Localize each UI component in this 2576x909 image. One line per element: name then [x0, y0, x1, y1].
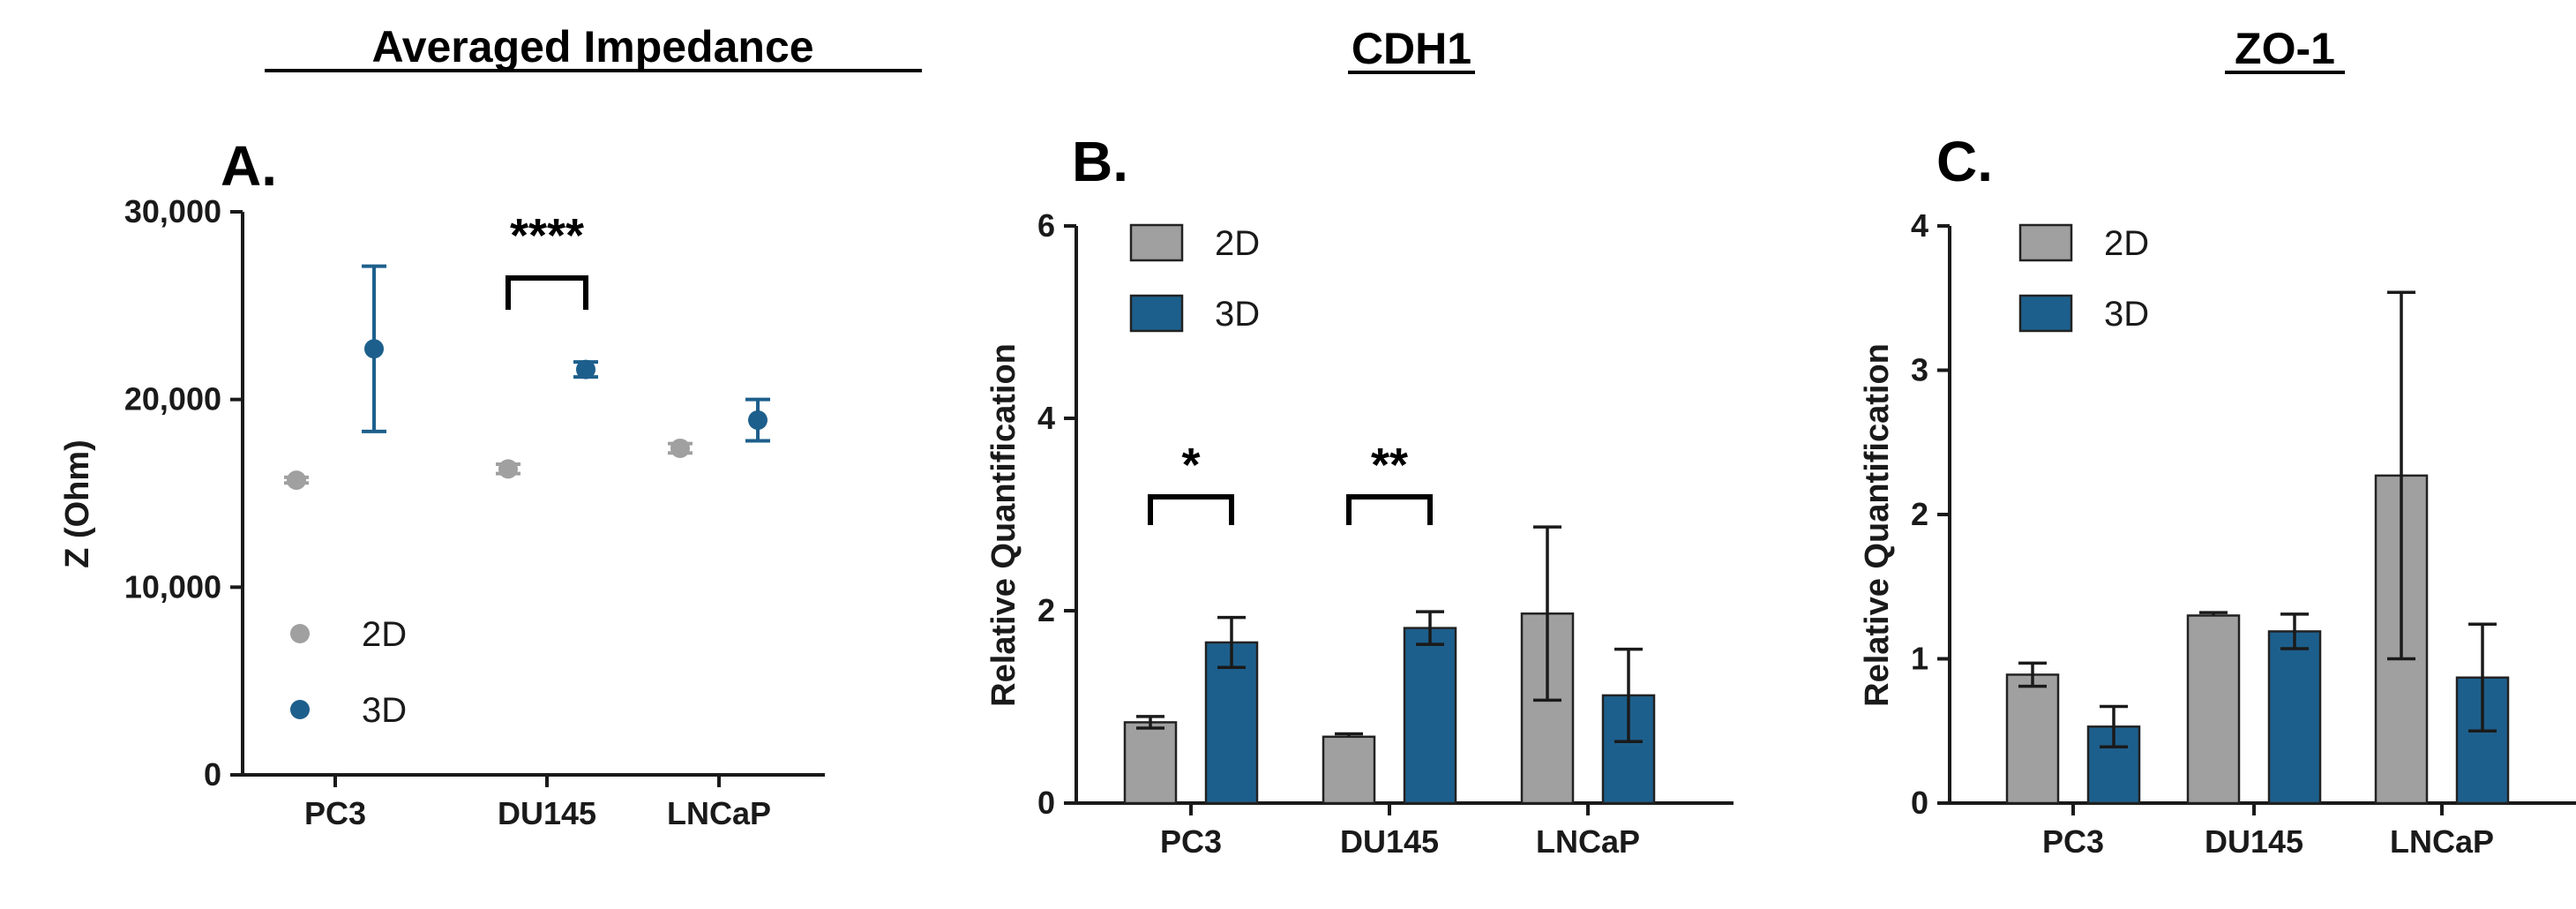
panel-a-point-2d-du145: [498, 459, 518, 479]
panel-a-y-tick-label: 0: [204, 756, 221, 793]
panel-a-point-2d-pc3: [287, 470, 306, 491]
panel-a-y-tick-label: 30,000: [124, 193, 221, 229]
panel-b-significance-stars: **: [1371, 439, 1408, 492]
panel-b-significance-stars: *: [1181, 439, 1200, 492]
panel-b-x-tick-label: PC3: [1160, 823, 1222, 860]
panel-c-title: ZO-1: [2235, 24, 2335, 73]
panel-c-legend-swatch-3d: [2018, 294, 2073, 333]
panel-b-significance-bracket: [1148, 494, 1234, 525]
panel-c-y-axis-label: Relative Quantification: [1859, 343, 1896, 707]
panel-b-y-tick-label: 2: [1037, 592, 1055, 628]
panel-b-bar-3d-du145: [1403, 627, 1457, 805]
panel-a-x-tick-label: LNCaP: [667, 795, 771, 831]
panel-c-y-tick-label: 4: [1911, 207, 1928, 244]
panel-a-y-tick-label: 20,000: [124, 381, 221, 417]
panel-a-legend-marker-2d: [290, 624, 310, 643]
panel-a-legend-label-3d: 3D: [362, 691, 407, 730]
panel-b-label: B.: [1072, 130, 1128, 193]
panel-c-bar-3d-du145: [2267, 630, 2322, 805]
panel-c-x-tick-label: LNCaP: [2390, 823, 2494, 860]
panel-b-legend-swatch-2d: [1129, 223, 1184, 262]
panel-c-legend-label-2d: 2D: [2104, 224, 2149, 263]
panel-c-bar-2d-pc3: [2005, 673, 2060, 805]
panel-c-legend-swatch-2d: [2018, 223, 2073, 262]
panel-a-point-3d-du145: [576, 359, 595, 379]
panel-b-title: CDH1: [1352, 24, 1471, 73]
panel-b-y-tick-label: 0: [1037, 785, 1055, 821]
panel-b-y-axis-label: Relative Quantification: [985, 343, 1022, 707]
panel-c-y-tick-label: 0: [1911, 785, 1928, 821]
panel-b-significance-bracket: [1346, 494, 1433, 525]
panel-b-bar-2d-du145: [1322, 735, 1376, 805]
panel-c-x-tick-label: DU145: [2205, 823, 2303, 860]
panel-a-y-axis-label: Z (Ohm): [59, 439, 96, 568]
panel-b-legend-label-3d: 3D: [1215, 295, 1260, 334]
panel-c-y-tick-label: 2: [1911, 496, 1928, 532]
panel-a-title: Averaged Impedance: [371, 22, 813, 71]
panel-a-label: A.: [221, 134, 277, 198]
panel-c-legend-label-3d: 3D: [2104, 295, 2149, 334]
panel-b-x-tick-label: DU145: [1340, 823, 1439, 860]
panel-c-bar-2d-du145: [2186, 614, 2241, 805]
panel-c-y-tick-label: 1: [1911, 641, 1928, 677]
panel-a-point-3d-pc3: [364, 339, 384, 359]
panel-a-x-tick-label: DU145: [498, 795, 596, 831]
panel-a-point-3d-lncap: [748, 410, 768, 431]
panel-a-legend-label-2d: 2D: [362, 615, 407, 654]
panel-b-y-tick-label: 4: [1037, 400, 1055, 436]
panel-b-x-tick-label: LNCaP: [1536, 823, 1640, 860]
panel-a-significance-stars: ****: [510, 209, 584, 262]
panel-a-x-tick-label: PC3: [304, 795, 366, 831]
panel-c-label: C.: [1936, 130, 1993, 193]
panel-c-x-tick-label: PC3: [2042, 823, 2104, 860]
panel-a-significance-bracket: [505, 275, 588, 310]
panel-a-y-tick-label: 10,000: [124, 568, 221, 605]
panel-a-legend-marker-3d: [290, 700, 310, 719]
panel-b-legend-label-2d: 2D: [1215, 224, 1260, 263]
panel-b-legend-swatch-3d: [1129, 294, 1184, 333]
panel-b-bar-2d-pc3: [1123, 721, 1178, 805]
panel-a-point-2d-lncap: [670, 438, 690, 458]
panel-c-y-tick-label: 3: [1911, 352, 1928, 388]
panel-b-y-tick-label: 6: [1037, 207, 1055, 244]
